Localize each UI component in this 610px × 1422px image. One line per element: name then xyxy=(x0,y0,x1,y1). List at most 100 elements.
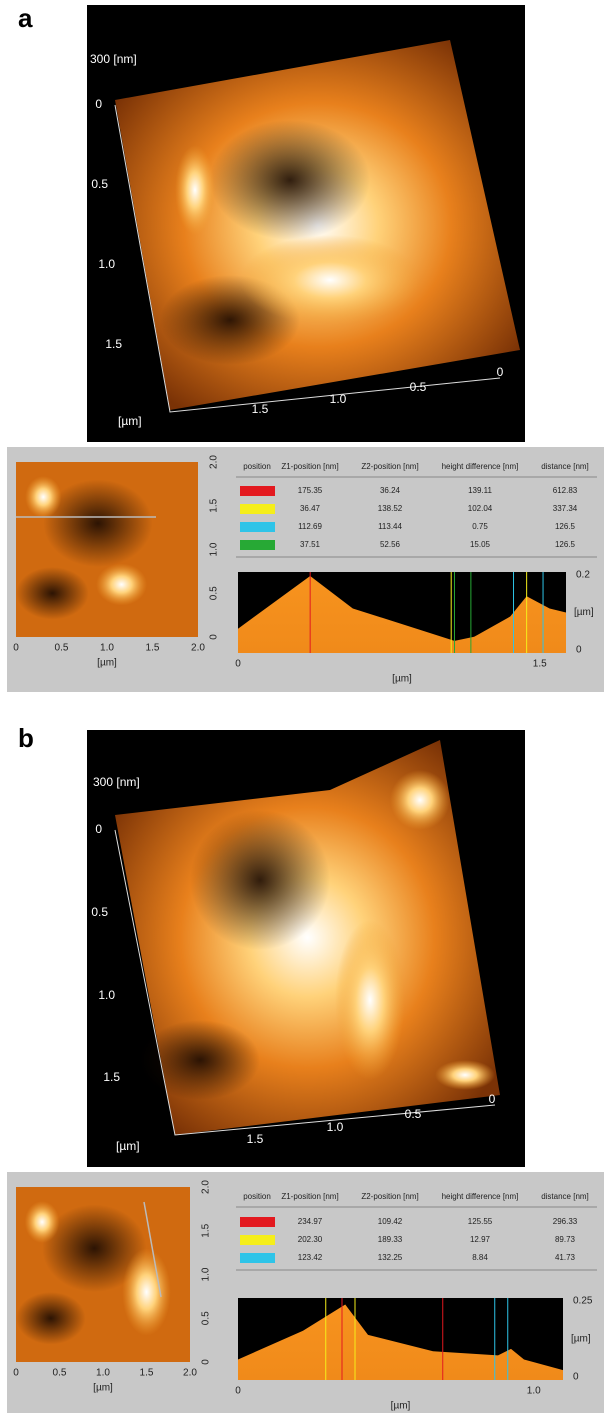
table-header: distance [nm] xyxy=(541,1192,589,1201)
y-tick-label: 0.5 xyxy=(91,905,108,919)
map-bright xyxy=(25,476,61,518)
map-x-tick: 2.0 xyxy=(183,1368,197,1379)
table-cell: 109.42 xyxy=(378,1217,403,1226)
table-cell: 113.44 xyxy=(378,522,402,531)
y-tick-label: 1.0 xyxy=(98,257,115,271)
table-header: Z1-position [nm] xyxy=(281,1192,338,1201)
y-tick-label: 0.5 xyxy=(91,177,108,191)
table-cell: 234.97 xyxy=(298,1217,323,1226)
profile-y-unit: [µm] xyxy=(574,607,594,618)
x-tick-label: 0 xyxy=(489,1092,496,1106)
table-cell: 12.97 xyxy=(470,1235,491,1244)
figure: a 300 [nm] 0 0.5 1.0 1.5 1.5 1.0 0.5 0 [µm] 2.0 1.5 1… xyxy=(0,0,610,1417)
map-unit: [µm] xyxy=(93,1383,113,1394)
map-y-tick: 1.0 xyxy=(209,542,220,556)
z-axis-label: 300 [nm] xyxy=(93,775,140,789)
table-cell: 112.69 xyxy=(298,522,322,531)
table-cell: 8.84 xyxy=(472,1253,488,1262)
table-cell: 126.5 xyxy=(555,522,576,531)
color-swatch xyxy=(240,1235,275,1245)
panel-label: b xyxy=(18,723,34,753)
map-y-tick: 0 xyxy=(201,1359,212,1365)
map-x-tick: 2.0 xyxy=(191,643,205,654)
map-y-tick: 1.5 xyxy=(209,498,220,512)
surface-peak xyxy=(175,145,215,235)
table-header: position xyxy=(243,1192,271,1201)
profile-x-tick: 1.5 xyxy=(533,659,547,670)
z-axis-zero: 0 xyxy=(95,822,102,836)
table-cell: 123.42 xyxy=(298,1253,323,1262)
map-unit: [µm] xyxy=(97,658,117,669)
x-tick-label: 0.5 xyxy=(405,1107,422,1121)
map-y-tick: 1.0 xyxy=(201,1267,212,1281)
table-cell: 296.33 xyxy=(553,1217,578,1226)
x-tick-label: 1.5 xyxy=(247,1132,264,1146)
table-header: Z2-position [nm] xyxy=(361,462,418,471)
panel-label: a xyxy=(18,3,33,33)
map-x-tick: 1.0 xyxy=(100,643,114,654)
profile-y-unit: [µm] xyxy=(571,1334,591,1345)
table-cell: 132.25 xyxy=(378,1253,403,1262)
map-bright xyxy=(122,1248,171,1336)
y-tick-label: 1.5 xyxy=(105,337,122,351)
table-cell: 139.11 xyxy=(468,486,492,495)
map-y-tick: 2.0 xyxy=(201,1180,212,1194)
surface-peak xyxy=(335,920,405,1080)
table-cell: 189.33 xyxy=(378,1235,403,1244)
axis-unit: [µm] xyxy=(118,414,142,428)
table-cell: 52.56 xyxy=(380,540,401,549)
table-cell: 202.30 xyxy=(298,1235,323,1244)
profile-y-tick: 0.25 xyxy=(573,1296,593,1307)
table-header: distance [nm] xyxy=(541,462,589,471)
map-x-tick: 1.0 xyxy=(96,1368,110,1379)
map-x-tick: 0.5 xyxy=(53,1368,67,1379)
x-tick-label: 1.5 xyxy=(252,402,269,416)
y-tick-label: 1.5 xyxy=(103,1070,120,1084)
table-cell: 175.35 xyxy=(298,486,323,495)
table-cell: 36.24 xyxy=(380,486,401,495)
profile-x-tick: 1.0 xyxy=(527,1386,541,1397)
color-swatch xyxy=(240,540,275,550)
table-cell: 0.75 xyxy=(472,522,488,531)
table-cell: 126.5 xyxy=(555,540,576,549)
profile-x-tick: 0 xyxy=(235,1386,241,1397)
profile-x-tick: 0 xyxy=(235,659,241,670)
map-y-tick: 0 xyxy=(209,634,220,640)
profile-x-unit: [µm] xyxy=(392,674,412,685)
table-cell: 37.51 xyxy=(300,540,321,549)
surface-valley xyxy=(140,1020,260,1100)
z-axis-label: 300 [nm] xyxy=(90,52,137,66)
y-tick-label: 1.0 xyxy=(98,988,115,1002)
map-y-tick: 0.5 xyxy=(201,1311,212,1325)
profile-x-unit: [µm] xyxy=(391,1401,411,1412)
color-swatch xyxy=(240,1217,275,1227)
surface-peak xyxy=(435,1060,495,1090)
surface-valley xyxy=(190,810,330,950)
map-y-tick: 0.5 xyxy=(209,586,220,600)
x-tick-label: 1.0 xyxy=(327,1120,344,1134)
table-header: height difference [nm] xyxy=(442,462,519,471)
table-header: position xyxy=(243,462,271,471)
x-tick-label: 0 xyxy=(497,365,504,379)
color-swatch xyxy=(240,486,275,496)
table-header: Z1-position [nm] xyxy=(281,462,338,471)
color-swatch xyxy=(240,504,275,514)
surface-valley xyxy=(210,120,370,240)
color-swatch xyxy=(240,1253,275,1263)
profile-y-tick: 0 xyxy=(573,1372,579,1383)
profile-y-tick: 0 xyxy=(576,645,582,656)
map-y-tick: 2.0 xyxy=(209,455,220,469)
table-header: Z2-position [nm] xyxy=(361,1192,418,1201)
surface-peak xyxy=(240,235,420,325)
table-cell: 612.83 xyxy=(553,486,578,495)
map-dark xyxy=(16,567,89,620)
map-dark xyxy=(16,1292,86,1345)
color-swatch xyxy=(240,522,275,532)
profile-y-tick: 0.2 xyxy=(576,570,590,581)
table-cell: 41.73 xyxy=(555,1253,576,1262)
surface-peak xyxy=(390,770,450,830)
table-header: height difference [nm] xyxy=(442,1192,519,1201)
table-cell: 337.34 xyxy=(553,504,578,513)
table-cell: 36.47 xyxy=(300,504,321,513)
table-cell: 125.55 xyxy=(468,1217,493,1226)
